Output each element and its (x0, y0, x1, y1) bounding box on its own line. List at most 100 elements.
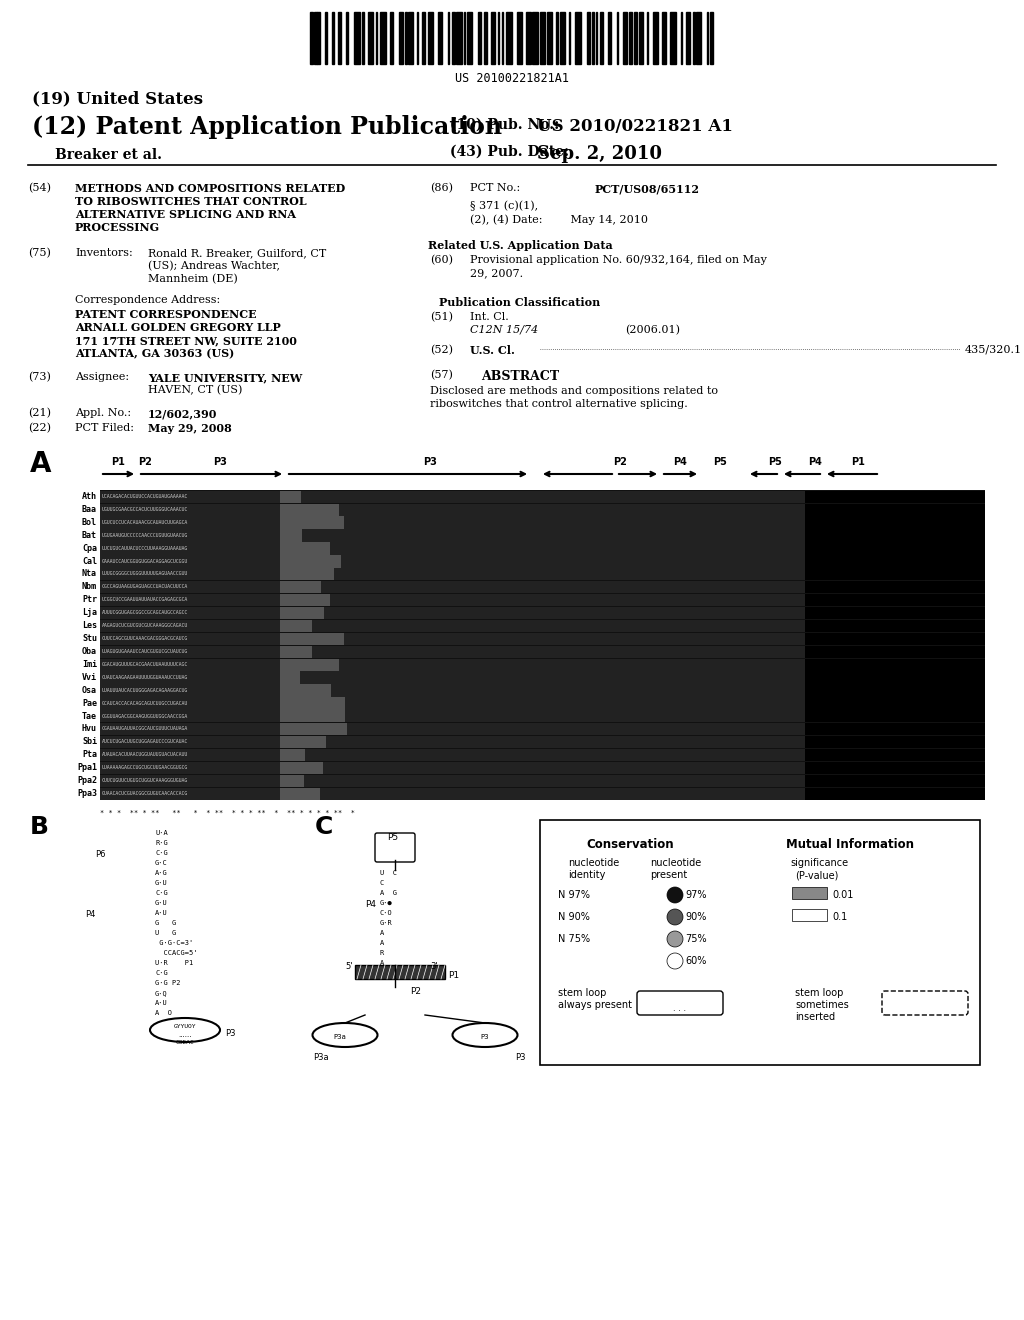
Bar (100, 748, 280, 762)
Text: significance: significance (790, 858, 848, 869)
Text: 97%: 97% (685, 890, 707, 900)
Bar (324, 607, 985, 619)
Text: UGUGAAUGUCCCCCAACCCUGUUGUAACUG: UGUGAAUGUCCCCCAACCCUGUUGUAACUG (102, 533, 188, 537)
Text: YALE UNIVERSITY, NEW: YALE UNIVERSITY, NEW (148, 372, 302, 383)
Bar (310, 12, 312, 63)
Text: Mannheim (DE): Mannheim (DE) (148, 275, 238, 284)
Bar (484, 12, 487, 63)
Bar (805, 568, 985, 581)
Text: 435/320.1: 435/320.1 (965, 345, 1022, 355)
Text: P5: P5 (713, 457, 727, 467)
Text: CGGUUAGACGGCAAGUGGUUGGCAACCGGA: CGGUUAGACGGCAAGUGGUUGGCAACCGGA (102, 714, 188, 718)
Bar (330, 543, 985, 554)
Text: G·G·C=3': G·G·C=3' (155, 940, 194, 946)
Text: P5: P5 (768, 457, 782, 467)
Bar (467, 12, 472, 63)
Text: N 97%: N 97% (558, 890, 590, 900)
Text: A  O: A O (155, 1010, 172, 1016)
Bar (280, 762, 323, 774)
Text: Les: Les (82, 622, 97, 630)
Text: inserted: inserted (795, 1012, 836, 1022)
Bar (339, 659, 985, 671)
Bar (313, 12, 316, 63)
Text: N 90%: N 90% (558, 912, 590, 921)
Text: Imi: Imi (82, 660, 97, 669)
Bar (100, 543, 280, 554)
Bar (805, 503, 985, 516)
Text: ATLANTA, GA 30363 (US): ATLANTA, GA 30363 (US) (75, 348, 234, 359)
Bar (100, 788, 280, 800)
Text: P4: P4 (365, 900, 376, 909)
Text: May 29, 2008: May 29, 2008 (148, 422, 231, 434)
Text: (75): (75) (28, 248, 51, 259)
Text: PATENT CORRESPONDENCE: PATENT CORRESPONDENCE (75, 309, 257, 319)
Bar (100, 529, 280, 541)
Text: present: present (650, 870, 687, 880)
Text: (60): (60) (430, 255, 453, 265)
Text: sometimes: sometimes (795, 1001, 849, 1010)
Bar (805, 620, 985, 632)
Text: PCT/US08/65112: PCT/US08/65112 (595, 183, 700, 194)
Text: CUUCUGUUCUGUGCUGGUCAAAGGGUGUAG: CUUCUGUUCUGUGCUGGUCAAAGGGUGUAG (102, 777, 188, 783)
Text: P1: P1 (449, 970, 459, 979)
Text: (19) United States: (19) United States (32, 90, 203, 107)
Bar (100, 710, 280, 722)
Text: GUAACACUCGUACGGCGUGUCAACACCACG: GUAACACUCGUACGGCGUGUCAACACCACG (102, 791, 188, 796)
Text: A: A (380, 931, 384, 936)
Text: METHODS AND COMPOSITIONS RELATED: METHODS AND COMPOSITIONS RELATED (75, 183, 345, 194)
Text: TO RIBOSWITCHES THAT CONTROL: TO RIBOSWITCHES THAT CONTROL (75, 195, 306, 207)
Text: Lja: Lja (82, 609, 97, 618)
Text: P3: P3 (225, 1028, 236, 1038)
Bar (100, 490, 985, 800)
Text: G·U: G·U (155, 900, 168, 906)
Text: stem loop: stem loop (795, 987, 844, 998)
Text: Osa: Osa (82, 685, 97, 694)
Bar (100, 697, 280, 710)
Text: Appl. No.:: Appl. No.: (75, 408, 131, 418)
Text: CGAUAAUGAUUACGGCAUCGUUUCUAUAGA: CGAUAAUGAUUACGGCAUCGUUUCUAUAGA (102, 726, 188, 731)
Bar (100, 607, 280, 619)
Text: Conservation: Conservation (586, 838, 674, 851)
Text: UGUCUCCUCACAUAACGCAUAUCUUGAGCA: UGUCUCCUCACAUAACGCAUAUCUUGAGCA (102, 520, 188, 525)
Text: Ath: Ath (82, 492, 97, 502)
Text: (P-value): (P-value) (795, 870, 839, 880)
Bar (100, 594, 280, 606)
Bar (390, 12, 393, 63)
Bar (280, 737, 326, 748)
Text: (22): (22) (28, 422, 51, 433)
Bar (346, 12, 348, 63)
Bar (280, 659, 339, 671)
Bar (280, 645, 312, 657)
Text: 0.01: 0.01 (831, 890, 853, 900)
Text: Int. Cl.: Int. Cl. (470, 312, 509, 322)
Text: HAVEN, CT (US): HAVEN, CT (US) (148, 385, 243, 396)
Text: Pta: Pta (82, 750, 97, 759)
Bar (345, 697, 985, 710)
Bar (805, 775, 985, 787)
Bar (100, 762, 280, 774)
Bar (423, 12, 425, 63)
Bar (280, 788, 319, 800)
Bar (100, 516, 280, 529)
Bar (662, 12, 667, 63)
Bar (280, 723, 347, 735)
Bar (805, 672, 985, 684)
Bar (280, 672, 300, 684)
Text: Oba: Oba (82, 647, 97, 656)
Text: Sep. 2, 2010: Sep. 2, 2010 (537, 145, 662, 162)
Bar (280, 775, 304, 787)
Text: Bat: Bat (82, 531, 97, 540)
Text: P4: P4 (85, 909, 95, 919)
Text: (73): (73) (28, 372, 51, 383)
Bar (805, 645, 985, 657)
Bar (608, 12, 611, 63)
Bar (100, 632, 280, 645)
Bar (100, 556, 280, 568)
Bar (623, 12, 627, 63)
Circle shape (667, 887, 683, 903)
FancyBboxPatch shape (375, 833, 415, 862)
Bar (354, 12, 359, 63)
Bar (100, 659, 280, 671)
Text: 0.1: 0.1 (831, 912, 847, 921)
Text: P5: P5 (387, 833, 398, 842)
